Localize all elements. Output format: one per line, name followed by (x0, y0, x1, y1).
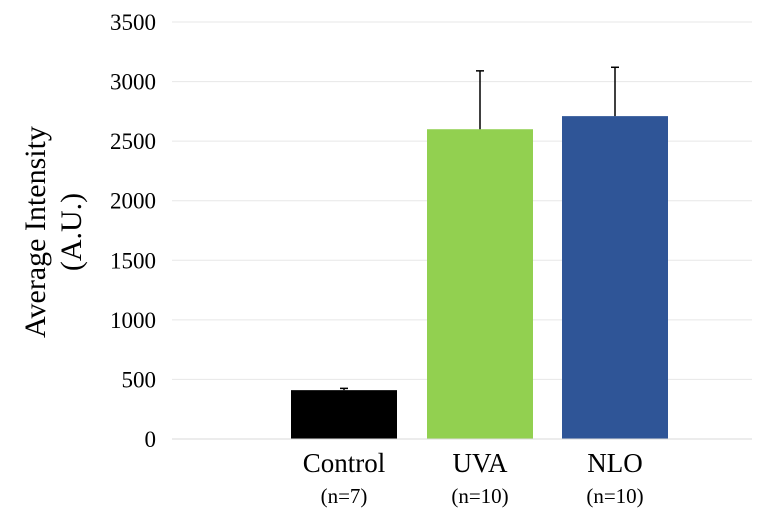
bar-uva (427, 129, 533, 439)
x-sample-size-label: (n=10) (586, 484, 643, 508)
y-tick-label: 1500 (110, 248, 156, 273)
y-tick-label: 500 (122, 367, 157, 392)
x-sample-size-label: (n=10) (451, 484, 508, 508)
y-tick-label: 2000 (110, 189, 156, 214)
y-tick-label: 3000 (110, 70, 156, 95)
x-category-label: Control (303, 448, 386, 478)
x-sample-size-label: (n=7) (321, 484, 368, 508)
y-tick-label: 3500 (110, 10, 156, 35)
y-tick-label: 0 (145, 427, 157, 452)
error-bars (340, 66, 619, 391)
bars (291, 116, 668, 439)
x-category-label: UVA (452, 448, 508, 478)
bar-nlo (562, 116, 668, 439)
y-axis-title: Average Intensity (A.U.) (19, 126, 88, 338)
y-axis-title-line: (A.U.) (55, 193, 88, 271)
x-axis-labels: Control (n=7) UVA (n=10) NLO (n=10) (303, 448, 644, 508)
y-tick-label: 1000 (110, 308, 156, 333)
x-category-label: NLO (587, 448, 643, 478)
y-axis-title-line: Average Intensity (19, 126, 52, 338)
y-tick-label: 2500 (110, 129, 156, 154)
bar-control (291, 390, 397, 439)
y-axis-ticks: 0 500 1000 1500 2000 2500 3000 3500 (110, 10, 156, 452)
